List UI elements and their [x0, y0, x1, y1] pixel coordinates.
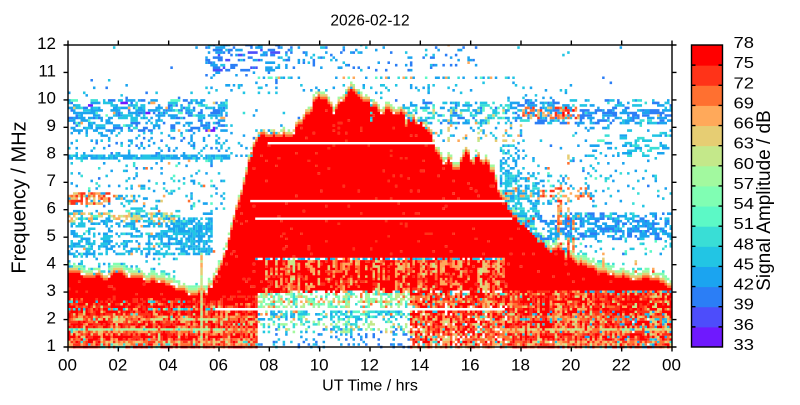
svg-text:10: 10: [310, 356, 329, 375]
svg-text:48: 48: [734, 236, 755, 253]
svg-text:8: 8: [47, 144, 56, 163]
svg-text:02: 02: [108, 356, 127, 375]
svg-text:14: 14: [410, 356, 429, 375]
svg-text:5: 5: [47, 226, 56, 245]
svg-text:75: 75: [734, 55, 755, 72]
svg-text:18: 18: [511, 356, 530, 375]
svg-text:63: 63: [734, 136, 755, 153]
svg-text:11: 11: [38, 61, 56, 80]
svg-text:42: 42: [734, 277, 755, 294]
svg-text:72: 72: [734, 75, 755, 92]
svg-text:22: 22: [612, 356, 631, 375]
svg-text:39: 39: [734, 297, 755, 314]
svg-text:04: 04: [159, 356, 178, 375]
svg-text:3: 3: [47, 281, 56, 300]
svg-text:33: 33: [734, 337, 755, 354]
svg-text:6: 6: [47, 199, 56, 218]
svg-text:10: 10: [37, 89, 56, 108]
svg-text:06: 06: [209, 356, 228, 375]
svg-text:2026-02-12: 2026-02-12: [330, 13, 409, 30]
svg-text:Frequency / MHz: Frequency / MHz: [8, 121, 30, 273]
svg-text:20: 20: [561, 356, 580, 375]
svg-text:2: 2: [47, 308, 56, 327]
svg-text:08: 08: [259, 356, 278, 375]
svg-text:Signal Amplitude / dB: Signal Amplitude / dB: [754, 110, 775, 291]
svg-text:57: 57: [734, 176, 755, 193]
svg-text:4: 4: [47, 253, 56, 272]
svg-text:1: 1: [47, 336, 56, 355]
svg-text:45: 45: [734, 256, 755, 273]
svg-text:60: 60: [734, 156, 755, 173]
svg-text:69: 69: [734, 95, 755, 112]
svg-text:66: 66: [734, 116, 755, 133]
svg-text:12: 12: [360, 356, 379, 375]
svg-text:16: 16: [461, 356, 480, 375]
svg-text:UT Time / hrs: UT Time / hrs: [322, 378, 418, 395]
svg-text:9: 9: [47, 116, 56, 135]
svg-text:54: 54: [734, 196, 755, 213]
svg-text:12: 12: [37, 34, 56, 53]
svg-text:00: 00: [58, 356, 77, 375]
svg-text:36: 36: [734, 317, 755, 334]
svg-text:51: 51: [734, 216, 755, 233]
svg-text:00: 00: [662, 356, 681, 375]
svg-text:7: 7: [47, 171, 56, 190]
svg-text:78: 78: [734, 35, 755, 52]
